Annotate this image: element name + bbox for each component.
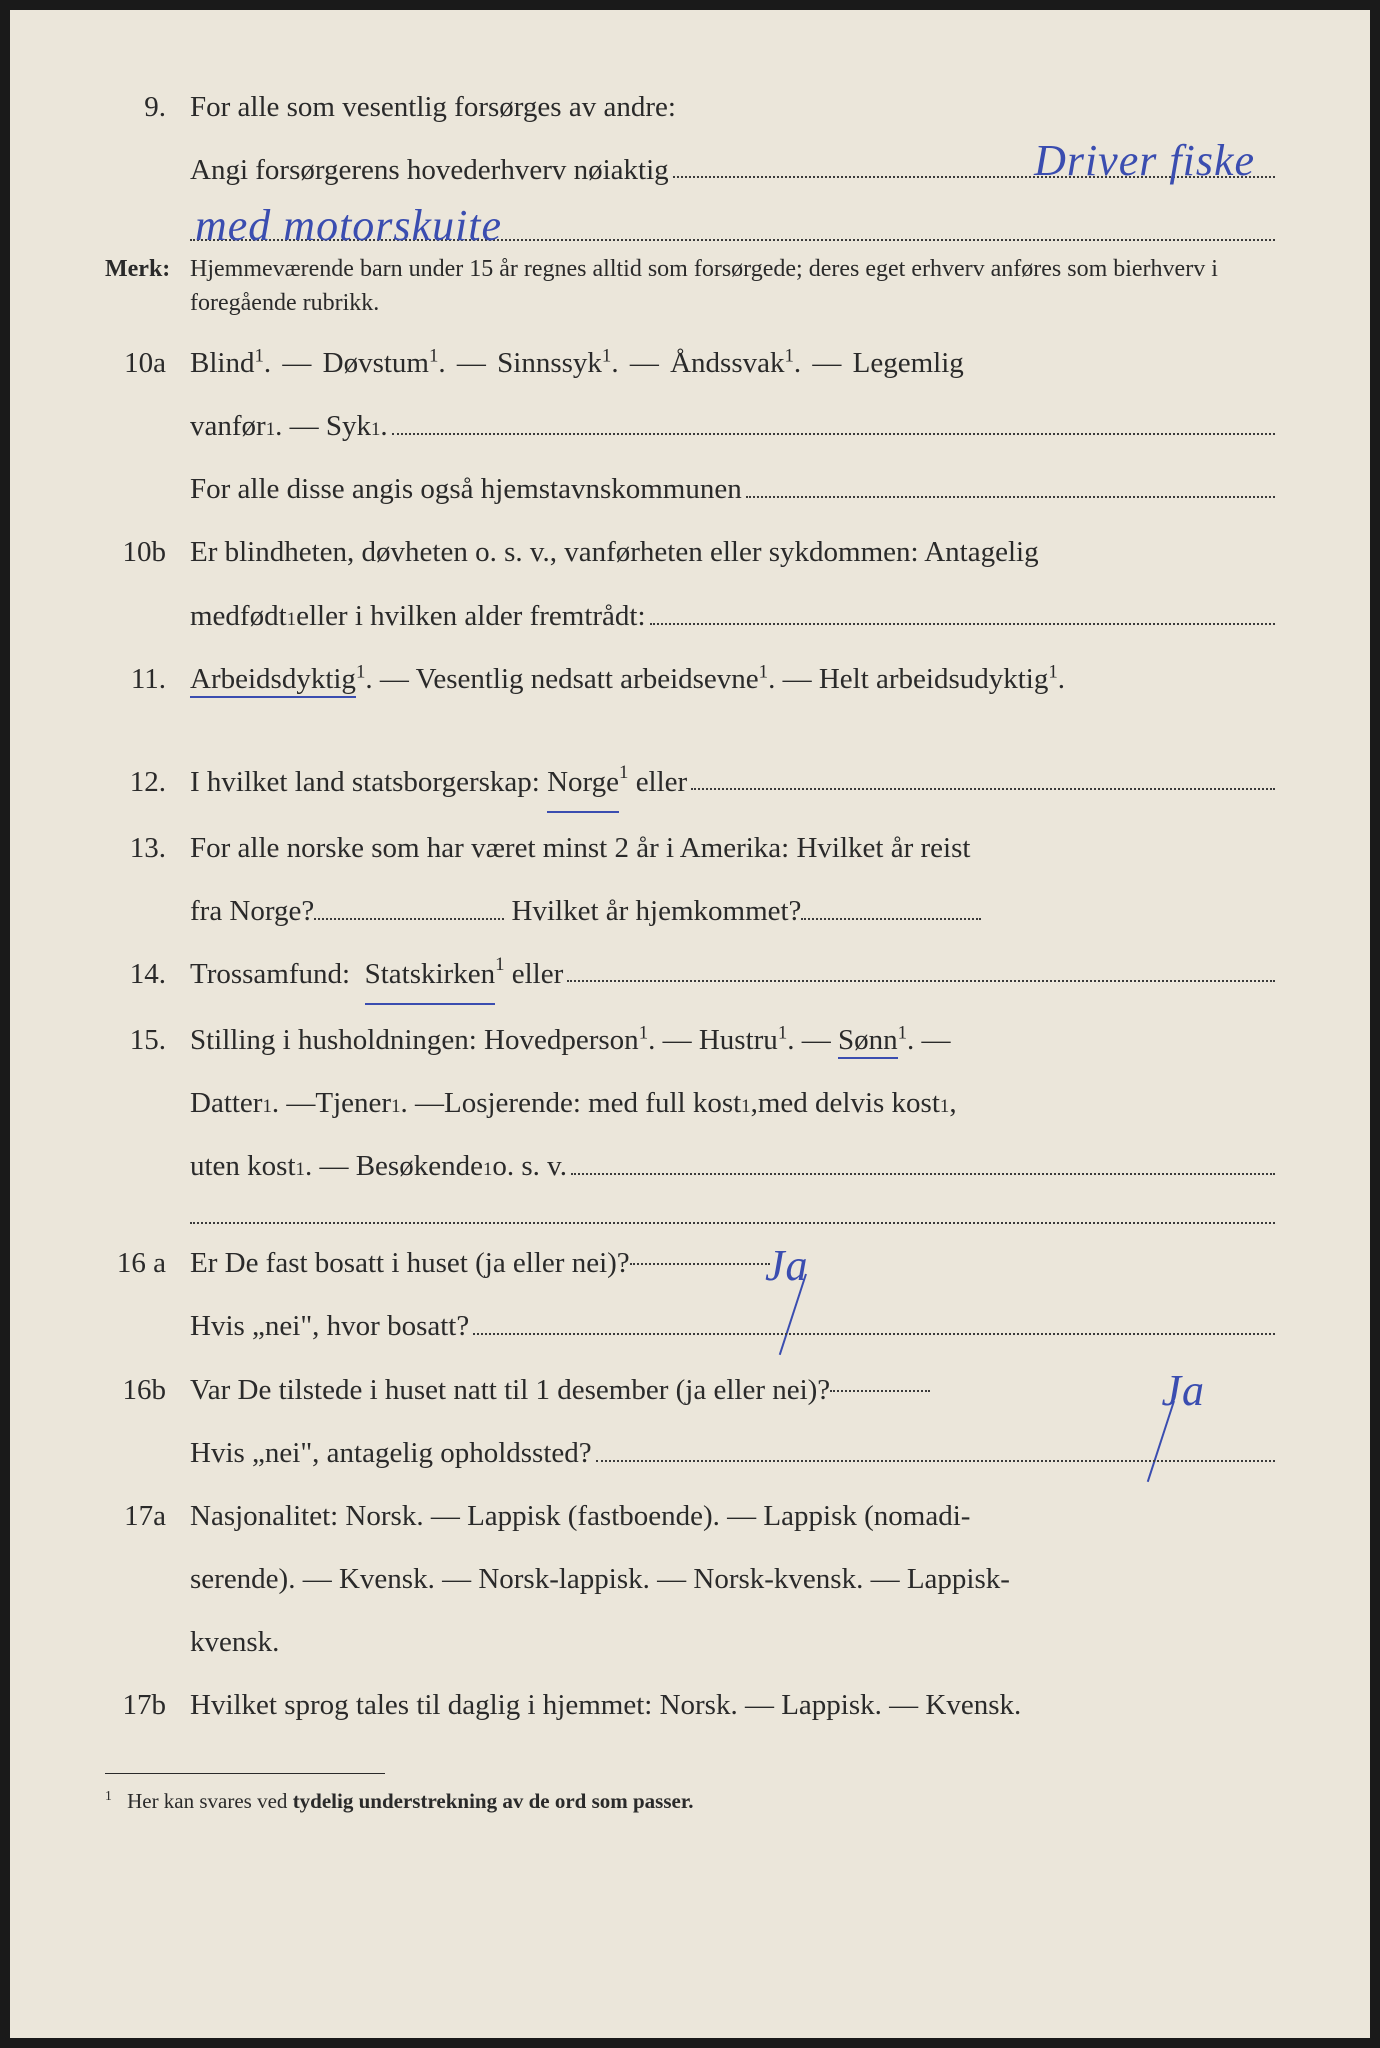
q13-hjem: Hvilket år hjemkommet?: [512, 884, 802, 939]
q11-opt3: Helt arbeidsudyktig: [819, 663, 1049, 695]
q12-text-a: I hvilket land statsborgerskap:: [190, 755, 547, 813]
q10b-text1: Er blindheten, døvheten o. s. v., vanfør…: [190, 525, 1275, 580]
q9-number: 9.: [105, 80, 190, 135]
q10a-vanfor: vanfør: [190, 399, 266, 454]
footnote-num: 1: [105, 1788, 112, 1803]
q11-number: 11.: [105, 652, 190, 707]
q11: 11. Arbeidsdyktig1. — Vesentlig nedsatt …: [105, 652, 1275, 707]
q10b-medfodt: medfødt: [190, 589, 287, 644]
q10a-syk: Syk: [326, 399, 371, 454]
q15-hovedperson: Stilling i husholdningen: Hovedperson: [190, 1024, 639, 1056]
footnote-b: tydelig understrekning av de ord som pas…: [293, 1789, 694, 1813]
q16a-number: 16 a: [105, 1236, 190, 1291]
q17a-line2: serende). — Kvensk. — Norsk-lappisk. — N…: [190, 1552, 1275, 1607]
q9-handwriting-a: Driver fiske: [1034, 119, 1255, 203]
q16a-q: Er De fast bosatt i huset (ja eller nei)…: [190, 1236, 630, 1291]
q10b-line1: 10b Er blindheten, døvheten o. s. v., va…: [105, 525, 1275, 580]
q13-line1: 13. For alle norske som har været minst …: [105, 821, 1275, 876]
q15-line2: Datter1. — Tjener1. — Losjerende: med fu…: [190, 1076, 1275, 1131]
q10b-number: 10b: [105, 525, 190, 580]
q16b-line2: Hvis „nei", antagelig opholdssted?: [190, 1426, 1275, 1481]
q15-line1: 15. Stilling i husholdningen: Hovedperso…: [105, 1013, 1275, 1068]
q10a-line2: vanfør1. — Syk1.: [190, 399, 1275, 454]
q16a-hvis: Hvis „nei", hvor bosatt?: [190, 1299, 469, 1354]
q12-number: 12.: [105, 755, 190, 810]
q16b-q: Var De tilstede i huset natt til 1 desem…: [190, 1363, 830, 1418]
q17a-number: 17a: [105, 1489, 190, 1544]
q15-delvis: med delvis kost: [758, 1076, 940, 1131]
q9-line3: med motorskuite: [105, 206, 1275, 241]
q15-osv: o. s. v.: [492, 1139, 567, 1194]
q10a-opt2: Døvstum: [323, 347, 429, 379]
q15-hustru: Hustru: [699, 1024, 778, 1056]
q17b-text: Hvilket sprog tales til daglig i hjemmet…: [190, 1678, 1275, 1733]
q17b-number: 17b: [105, 1678, 190, 1733]
q11-opt1: Arbeidsdyktig: [190, 663, 356, 698]
q9-handwriting-b: med motorskuite: [195, 184, 502, 268]
q14: 14. Trossamfund: Statskirken1 eller: [105, 947, 1275, 1005]
q10a-line3: For alle disse angis også hjemstavnskomm…: [190, 462, 1275, 517]
q10a-hjemstavn: For alle disse angis også hjemstavnskomm…: [190, 462, 742, 517]
q14-number: 14.: [105, 947, 190, 1002]
q17a-line1: 17a Nasjonalitet: Norsk. — Lappisk (fast…: [105, 1489, 1275, 1544]
q13-number: 13.: [105, 821, 190, 876]
q15-tjener: Tjener: [315, 1076, 391, 1131]
footnote-rule: [105, 1773, 385, 1774]
q10a-opt3: Sinnssyk: [497, 347, 602, 379]
q15-losjerende: Losjerende: med full kost: [444, 1076, 741, 1131]
q17a-text1: Nasjonalitet: Norsk. — Lappisk (fastboen…: [190, 1489, 1275, 1544]
q16b-hvis: Hvis „nei", antagelig opholdssted?: [190, 1426, 592, 1481]
footnote-a: Her kan svares ved: [127, 1789, 293, 1813]
q14-statskirken: Statskirken: [365, 947, 496, 1005]
q10a-opt4: Åndssvak: [670, 347, 784, 379]
q12-norge: Norge: [547, 755, 619, 813]
q16a-line1: 16 a Er De fast bosatt i huset (ja eller…: [105, 1236, 1275, 1291]
q16b-number: 16b: [105, 1363, 190, 1418]
q15-besokende: Besøkende: [356, 1139, 483, 1194]
q16b-line1: 16b Var De tilstede i huset natt til 1 d…: [105, 1363, 1275, 1418]
q12-text-b: eller: [628, 755, 687, 813]
q10a-opt5: Legemlig: [853, 347, 964, 379]
q10b-line2: medfødt1 eller i hvilken alder fremtrådt…: [190, 589, 1275, 644]
q10b-alder: eller i hvilken alder fremtrådt:: [296, 589, 645, 644]
q12: 12. I hvilket land statsborgerskap: Norg…: [105, 755, 1275, 813]
q11-opt2: Vesentlig nedsatt arbeidsevne: [416, 663, 759, 695]
q15-sonn: Sønn: [838, 1024, 898, 1059]
q15-line3: uten kost1. — Besøkende1 o. s. v.: [190, 1139, 1275, 1194]
q10a-line1: 10a Blind1. — Døvstum1. — Sinnssyk1. — Å…: [105, 336, 1275, 391]
q14-text-a: Trossamfund:: [190, 947, 365, 1005]
separator-line: [190, 1222, 1275, 1224]
q10a-opt1: Blind: [190, 347, 254, 379]
q15-datter: Datter: [190, 1076, 262, 1131]
q14-text-b: eller: [505, 947, 564, 1005]
q16a-answer: Ja: [765, 1224, 809, 1308]
q13-text1: For alle norske som har været minst 2 år…: [190, 821, 1275, 876]
q13-fra: fra Norge?: [190, 884, 314, 939]
census-form-page: 9. For alle som vesentlig forsørges av a…: [10, 10, 1370, 2038]
q16a-line2: Hvis „nei", hvor bosatt?: [190, 1299, 1275, 1354]
q15-uten: uten kost: [190, 1139, 296, 1194]
q13-line2: fra Norge? Hvilket år hjemkommet?: [190, 884, 1275, 939]
q10a-number: 10a: [105, 336, 190, 391]
q17b: 17b Hvilket sprog tales til daglig i hje…: [105, 1678, 1275, 1733]
footnote: 1 Her kan svares ved tydelig understrekn…: [105, 1782, 1275, 1822]
q17a-line3: kvensk.: [190, 1615, 1275, 1670]
q15-number: 15.: [105, 1013, 190, 1068]
merk-label: Merk:: [105, 253, 190, 287]
